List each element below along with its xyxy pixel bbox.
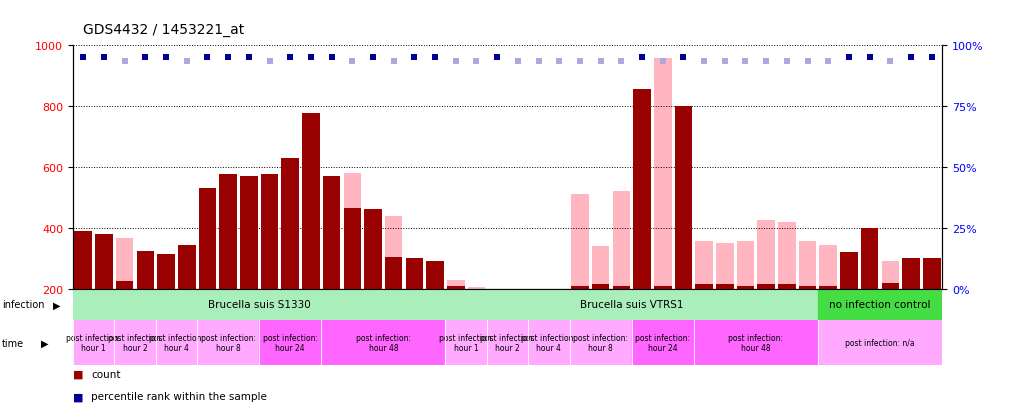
Bar bbox=[675, 106, 692, 289]
Bar bbox=[447, 280, 465, 289]
Text: ▶: ▶ bbox=[41, 338, 48, 348]
Text: time: time bbox=[2, 338, 24, 348]
Bar bbox=[302, 114, 320, 289]
Bar bbox=[881, 283, 900, 289]
Text: count: count bbox=[91, 369, 121, 379]
Bar bbox=[446, 289, 817, 320]
Bar bbox=[447, 286, 465, 289]
Bar bbox=[571, 195, 589, 289]
Bar bbox=[487, 320, 528, 366]
Text: ▶: ▶ bbox=[53, 299, 60, 310]
Bar bbox=[137, 251, 154, 289]
Text: no infection control: no infection control bbox=[830, 299, 931, 310]
Bar bbox=[817, 320, 942, 366]
Bar bbox=[613, 192, 630, 289]
Text: post infection:
hour 24: post infection: hour 24 bbox=[635, 333, 690, 352]
Bar bbox=[799, 242, 816, 289]
Bar bbox=[799, 286, 816, 289]
Bar bbox=[528, 320, 569, 366]
Bar bbox=[115, 282, 134, 289]
Bar bbox=[426, 262, 444, 289]
Bar bbox=[157, 254, 175, 289]
Bar bbox=[198, 320, 259, 366]
Bar bbox=[468, 287, 485, 289]
Bar bbox=[592, 247, 610, 289]
Bar bbox=[323, 176, 340, 289]
Bar bbox=[260, 175, 279, 289]
Bar bbox=[115, 239, 134, 289]
Bar bbox=[592, 285, 610, 289]
Bar bbox=[881, 262, 900, 289]
Bar bbox=[73, 289, 446, 320]
Bar bbox=[259, 320, 321, 366]
Bar bbox=[95, 234, 112, 289]
Bar bbox=[633, 90, 650, 289]
Text: post infection:
hour 8: post infection: hour 8 bbox=[573, 333, 628, 352]
Bar bbox=[903, 259, 920, 289]
Bar bbox=[817, 289, 942, 320]
Text: percentile rank within the sample: percentile rank within the sample bbox=[91, 392, 267, 401]
Text: post infection:
hour 48: post infection: hour 48 bbox=[356, 333, 411, 352]
Bar bbox=[75, 231, 92, 289]
Bar bbox=[778, 285, 795, 289]
Text: post infection:
hour 48: post infection: hour 48 bbox=[728, 333, 783, 352]
Bar bbox=[613, 286, 630, 289]
Bar bbox=[321, 320, 446, 366]
Bar bbox=[758, 221, 775, 289]
Bar bbox=[840, 252, 858, 289]
Text: post infection:
hour 4: post infection: hour 4 bbox=[522, 333, 576, 352]
Bar bbox=[923, 259, 940, 289]
Bar bbox=[923, 260, 940, 289]
Bar bbox=[736, 286, 755, 289]
Bar bbox=[220, 175, 237, 289]
Text: Brucella suis S1330: Brucella suis S1330 bbox=[208, 299, 311, 310]
Text: GDS4432 / 1453221_at: GDS4432 / 1453221_at bbox=[83, 23, 244, 37]
Text: post infection:
hour 8: post infection: hour 8 bbox=[201, 333, 255, 352]
Bar bbox=[778, 222, 795, 289]
Bar bbox=[716, 243, 733, 289]
Bar bbox=[820, 286, 837, 289]
Bar bbox=[343, 173, 361, 289]
Bar bbox=[758, 285, 775, 289]
Bar bbox=[240, 176, 257, 289]
Bar bbox=[716, 285, 733, 289]
Bar bbox=[178, 245, 196, 289]
Bar bbox=[114, 320, 156, 366]
Text: ■: ■ bbox=[73, 369, 83, 379]
Bar bbox=[654, 286, 672, 289]
Text: Brucella suis VTRS1: Brucella suis VTRS1 bbox=[579, 299, 684, 310]
Bar bbox=[571, 286, 589, 289]
Bar bbox=[446, 320, 487, 366]
Bar bbox=[73, 320, 114, 366]
Bar bbox=[694, 320, 817, 366]
Bar bbox=[654, 59, 672, 289]
Bar bbox=[736, 242, 755, 289]
Bar bbox=[405, 259, 423, 289]
Bar bbox=[695, 242, 713, 289]
Bar bbox=[861, 228, 878, 289]
Text: post infection:
hour 4: post infection: hour 4 bbox=[149, 333, 204, 352]
Text: post infection:
hour 1: post infection: hour 1 bbox=[66, 333, 122, 352]
Bar bbox=[632, 320, 694, 366]
Bar bbox=[695, 285, 713, 289]
Text: post infection:
hour 2: post infection: hour 2 bbox=[480, 333, 535, 352]
Bar bbox=[820, 245, 837, 289]
Bar bbox=[385, 257, 402, 289]
Text: infection: infection bbox=[2, 299, 45, 310]
Bar bbox=[282, 158, 299, 289]
Bar bbox=[365, 210, 382, 289]
Text: ■: ■ bbox=[73, 392, 83, 401]
Bar bbox=[199, 189, 216, 289]
Bar bbox=[343, 209, 361, 289]
Text: post infection:
hour 24: post infection: hour 24 bbox=[262, 333, 318, 352]
Text: post infection:
hour 2: post infection: hour 2 bbox=[107, 333, 162, 352]
Text: post infection:
hour 1: post infection: hour 1 bbox=[439, 333, 493, 352]
Bar bbox=[156, 320, 198, 366]
Text: post infection: n/a: post infection: n/a bbox=[845, 338, 915, 347]
Bar bbox=[260, 175, 279, 289]
Bar bbox=[569, 320, 632, 366]
Bar bbox=[385, 216, 402, 289]
